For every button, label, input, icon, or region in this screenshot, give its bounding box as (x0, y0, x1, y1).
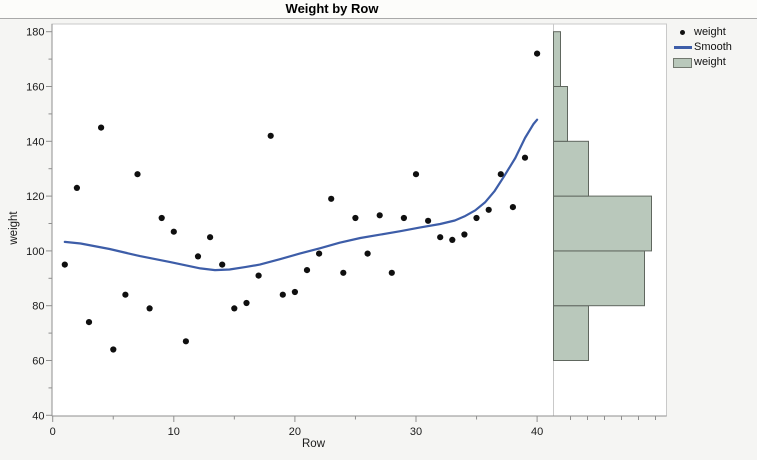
legend-item-histogram[interactable]: weight (671, 55, 732, 70)
scatter-point[interactable] (170, 228, 177, 235)
smooth-line-icon (671, 46, 694, 49)
scatter-point[interactable] (364, 250, 371, 257)
scatter-point[interactable] (303, 267, 311, 274)
x-tick-label: 10 (168, 426, 180, 438)
legend-item-points[interactable]: weight (671, 25, 732, 40)
legend-label: weight (694, 26, 726, 38)
histogram-swatch-icon (671, 57, 694, 68)
scatter-point[interactable] (461, 231, 468, 238)
scatter-point[interactable] (328, 195, 335, 202)
y-tick-label: 100 (26, 246, 44, 258)
title-bar: Weight by Row (0, 0, 757, 19)
x-tick-label: 20 (289, 426, 301, 438)
scatter-point[interactable] (376, 212, 383, 219)
chart-title: Weight by Row (285, 1, 379, 16)
histogram-bar[interactable] (553, 140, 589, 197)
scatter-point[interactable] (122, 291, 129, 298)
scatter-point[interactable] (400, 214, 407, 222)
y-tick-label: 80 (32, 301, 44, 313)
x-tick-label: 30 (410, 426, 422, 438)
scatter-point[interactable] (449, 236, 456, 243)
scatter-point[interactable] (388, 269, 395, 276)
scatter-point[interactable] (267, 132, 274, 139)
scatter-point[interactable] (110, 346, 117, 353)
scatter-point[interactable] (255, 272, 262, 279)
y-tick-label: 60 (32, 356, 44, 368)
scatter-point[interactable] (85, 319, 93, 326)
scatter-point[interactable] (291, 288, 298, 296)
scatter-point[interactable] (73, 184, 80, 191)
x-tick-label: 0 (50, 426, 56, 438)
scatter-point[interactable] (316, 250, 323, 257)
scatter-point[interactable] (425, 217, 432, 224)
scatter-point[interactable] (146, 305, 153, 312)
y-tick-label: 40 (32, 410, 44, 422)
scatter-panel[interactable] (51, 23, 554, 417)
legend-item-smooth[interactable]: Smooth (671, 40, 732, 55)
y-tick-label: 120 (26, 191, 44, 203)
scatter-point[interactable] (437, 234, 444, 241)
scatter-point[interactable] (509, 204, 516, 211)
scatter-point[interactable] (61, 261, 68, 268)
scatter-point[interactable] (497, 171, 504, 178)
histogram-bar[interactable] (553, 250, 645, 307)
scatter-point[interactable] (98, 124, 105, 131)
y-axis-label: weight (8, 211, 20, 245)
histogram-bar[interactable] (553, 195, 652, 252)
x-tick-label: 40 (531, 426, 543, 438)
scatter-point[interactable] (485, 206, 492, 213)
smooth-curve[interactable] (63, 118, 539, 272)
scatter-point[interactable] (134, 171, 141, 178)
scatter-point[interactable] (182, 338, 189, 345)
scatter-point[interactable] (352, 214, 359, 222)
y-tick-label: 140 (26, 136, 44, 148)
scatter-point[interactable] (412, 171, 420, 178)
scatter-point[interactable] (231, 305, 238, 312)
scatter-point[interactable] (279, 291, 286, 298)
scatter-point[interactable] (243, 299, 250, 307)
scatter-point[interactable] (207, 234, 214, 241)
histogram-bar[interactable] (553, 305, 589, 362)
y-tick-label: 160 (26, 82, 44, 94)
dot-marker-icon (671, 30, 694, 35)
scatter-point[interactable] (340, 269, 347, 276)
scatter-point[interactable] (158, 214, 165, 222)
scatter-point[interactable] (219, 261, 226, 268)
scatter-point[interactable] (194, 253, 202, 260)
y-tick-label: 180 (26, 27, 44, 39)
histogram-bar[interactable] (553, 31, 561, 87)
histogram-bar[interactable] (553, 86, 568, 142)
legend: weight Smooth weight (671, 25, 732, 70)
scatter-point[interactable] (473, 214, 480, 222)
legend-label: Smooth (694, 41, 732, 53)
x-axis-label: Row (302, 438, 326, 450)
legend-label: weight (694, 56, 726, 68)
scatter-point[interactable] (534, 50, 541, 57)
scatter-point[interactable] (521, 154, 529, 161)
